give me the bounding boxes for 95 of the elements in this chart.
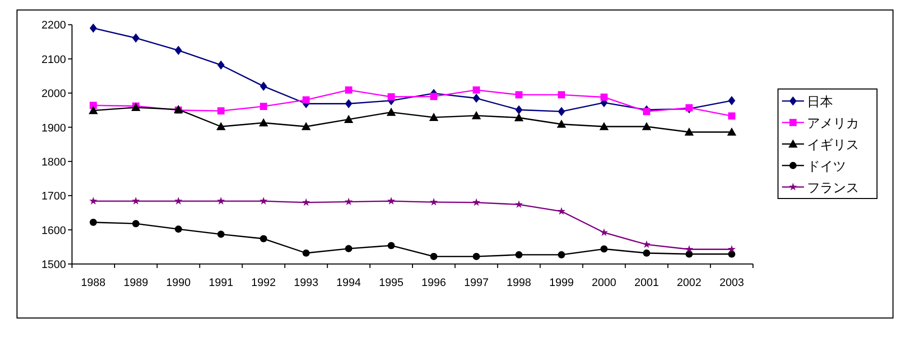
point [472, 198, 480, 206]
point [132, 196, 140, 204]
point [132, 220, 140, 228]
point [345, 245, 352, 252]
x-tick-label: 1991 [208, 277, 234, 289]
x-tick-label: 1993 [294, 277, 318, 289]
point [260, 235, 268, 242]
point [429, 112, 438, 121]
point [684, 127, 694, 136]
point [345, 86, 352, 94]
point [174, 226, 182, 233]
point [260, 82, 268, 91]
y-tick-label: 1900 [42, 122, 66, 134]
point [260, 196, 268, 204]
point [600, 228, 608, 236]
point [472, 94, 480, 103]
point [302, 198, 310, 206]
legend-label: 日本 [807, 94, 833, 109]
point [600, 245, 608, 253]
x-tick-label: 1989 [124, 277, 148, 289]
x-tick-label: 1995 [378, 277, 404, 289]
y-tick-label: 1800 [42, 156, 66, 168]
point [642, 249, 650, 257]
point [472, 111, 481, 120]
x-tick-label: 1992 [251, 277, 276, 289]
x-tick-label: 2003 [719, 277, 744, 289]
legend-label: フランス [807, 180, 859, 195]
point [258, 118, 268, 126]
point [217, 230, 225, 238]
point [556, 120, 566, 128]
point [728, 245, 736, 253]
y-tick-label: 2200 [42, 20, 66, 32]
point [515, 105, 523, 114]
x-tick-label: 1990 [166, 277, 191, 289]
point [388, 93, 395, 100]
point [386, 108, 396, 116]
y-tick-label: 2100 [42, 54, 66, 66]
point [387, 196, 396, 204]
point [557, 207, 566, 215]
x-tick-label: 2002 [676, 277, 702, 289]
point [301, 122, 311, 130]
point [558, 251, 566, 258]
point [217, 107, 225, 114]
legend-label: アメリカ [807, 116, 859, 130]
y-tick-label: 1500 [42, 259, 66, 271]
point [430, 92, 438, 100]
point [642, 122, 652, 130]
point [174, 196, 182, 204]
legend-label: ドイツ [807, 158, 846, 174]
point [515, 91, 523, 98]
x-tick-label: 1999 [549, 277, 574, 289]
x-tick-label: 1994 [336, 277, 361, 289]
point [472, 86, 480, 94]
point [89, 196, 98, 204]
x-tick-label: 1998 [506, 277, 532, 289]
point [216, 196, 225, 204]
point [599, 122, 609, 130]
point [132, 33, 140, 43]
point [88, 106, 98, 114]
y-tick-label: 1600 [42, 224, 66, 237]
point [558, 106, 566, 116]
point [515, 251, 523, 258]
point [685, 245, 694, 253]
point [728, 112, 736, 120]
point [514, 200, 523, 208]
point [728, 96, 736, 106]
y-tick-label: 2000 [42, 88, 66, 100]
legend-label: イギリス [807, 137, 859, 152]
point [174, 46, 182, 55]
point [514, 113, 524, 122]
point [430, 198, 438, 206]
point [90, 24, 97, 33]
point [558, 91, 566, 98]
point [388, 242, 395, 250]
point [345, 99, 352, 108]
point [472, 252, 480, 260]
x-tick-label: 1988 [81, 277, 106, 289]
point [344, 198, 353, 206]
x-tick-label: 1996 [422, 277, 446, 289]
point [260, 102, 268, 110]
point [302, 96, 310, 104]
point [216, 122, 226, 130]
y-tick-label: 1700 [42, 190, 66, 203]
x-tick-label: 1997 [464, 277, 489, 289]
point [642, 108, 650, 116]
point [600, 94, 608, 101]
point [344, 114, 354, 123]
point [90, 218, 97, 226]
point [217, 60, 225, 70]
point [430, 252, 438, 260]
x-tick-label: 2001 [634, 277, 659, 289]
point [302, 249, 310, 257]
point [727, 127, 736, 136]
point [642, 240, 651, 248]
x-tick-label: 2000 [592, 277, 616, 289]
